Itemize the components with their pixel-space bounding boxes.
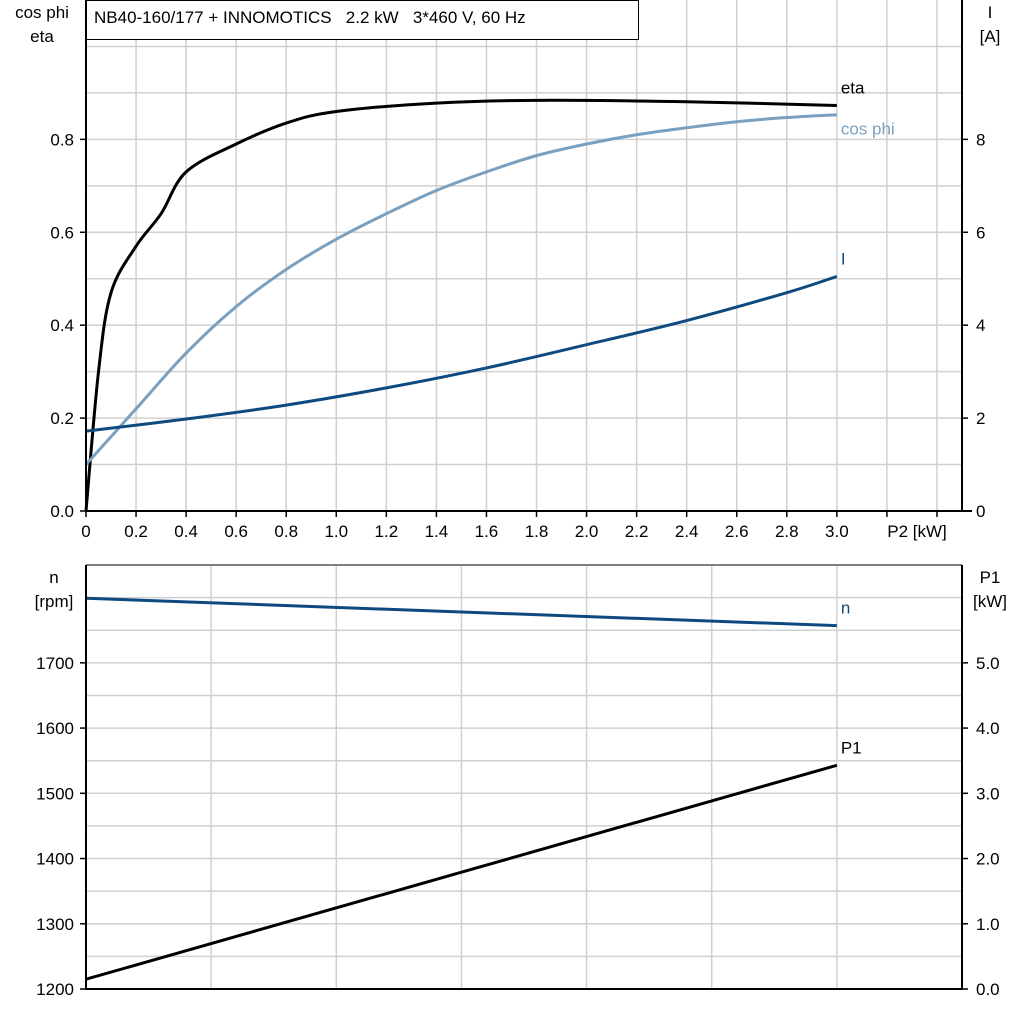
y-tick-label-left: 0.0	[50, 502, 74, 521]
x-tick-label: 1.8	[525, 522, 549, 541]
y-axis-title-left: cos phi	[15, 3, 69, 22]
y-axis-title-right: P1	[980, 568, 1001, 587]
y-tick-label-left: 1700	[36, 654, 74, 673]
x-tick-label: 0.8	[274, 522, 298, 541]
x-tick-label: 0.2	[124, 522, 148, 541]
series-line-cos-phi	[84, 113, 837, 466]
x-tick-label: 1.4	[425, 522, 449, 541]
y-axis-title-left: [rpm]	[35, 592, 74, 611]
y-tick-label-left: 0.2	[50, 409, 74, 428]
series-line-i	[85, 274, 838, 433]
series-line-p1	[85, 763, 838, 981]
series-line-n	[85, 596, 837, 628]
y-axis-title-left: n	[49, 568, 58, 587]
y-tick-label-right: 5.0	[976, 654, 1000, 673]
x-tick-label: 3.0	[825, 522, 849, 541]
y-tick-label-right: 1.0	[976, 915, 1000, 934]
y-axis-title-right: [kW]	[973, 592, 1007, 611]
x-tick-label: 1.6	[475, 522, 499, 541]
y-tick-label-right: 0.0	[976, 980, 1000, 999]
y-axis-title-right: I	[988, 3, 993, 22]
y-tick-label-right: 0	[976, 502, 985, 521]
x-tick-label: 0	[81, 522, 90, 541]
x-tick-label: 2.0	[575, 522, 599, 541]
y-tick-label-right: 3.0	[976, 784, 1000, 803]
x-axis-label: P2 [kW]	[887, 522, 947, 541]
y-tick-label-right: 8	[976, 130, 985, 149]
y-tick-label-left: 1500	[36, 784, 74, 803]
x-tick-label: 2.8	[775, 522, 799, 541]
chart-title: NB40-160/177 + INNOMOTICS 2.2 kW 3*460 V…	[94, 8, 526, 27]
y-tick-label-right: 4	[976, 316, 985, 335]
x-tick-label: 1.0	[324, 522, 348, 541]
series-label-p1: P1	[841, 738, 862, 757]
y-tick-label-right: 2.0	[976, 850, 1000, 869]
y-axis-title-right: [A]	[980, 27, 1001, 46]
series-label-eta: eta	[841, 78, 865, 97]
x-tick-label: 2.6	[725, 522, 749, 541]
y-tick-label-left: 1300	[36, 915, 74, 934]
y-tick-label-left: 0.4	[50, 316, 74, 335]
series-label-n: n	[841, 599, 850, 618]
series-label-i: I	[841, 249, 846, 268]
y-tick-label-right: 2	[976, 409, 985, 428]
y-tick-label-right: 6	[976, 223, 985, 242]
y-tick-label-left: 1600	[36, 719, 74, 738]
y-tick-label-left: 0.6	[50, 223, 74, 242]
x-tick-label: 2.2	[625, 522, 649, 541]
y-tick-label-left: 1400	[36, 850, 74, 869]
series-line-eta	[84, 98, 837, 512]
x-tick-label: 0.4	[174, 522, 198, 541]
series-label-cos-phi: cos phi	[841, 120, 895, 139]
x-tick-label: 2.4	[675, 522, 699, 541]
y-tick-label-left: 1200	[36, 980, 74, 999]
x-tick-label: 1.2	[375, 522, 399, 541]
y-axis-title-left: eta	[30, 27, 54, 46]
y-tick-label-right: 4.0	[976, 719, 1000, 738]
y-tick-label-left: 0.8	[50, 130, 74, 149]
x-tick-label: 0.6	[224, 522, 248, 541]
title-box	[86, 0, 639, 40]
